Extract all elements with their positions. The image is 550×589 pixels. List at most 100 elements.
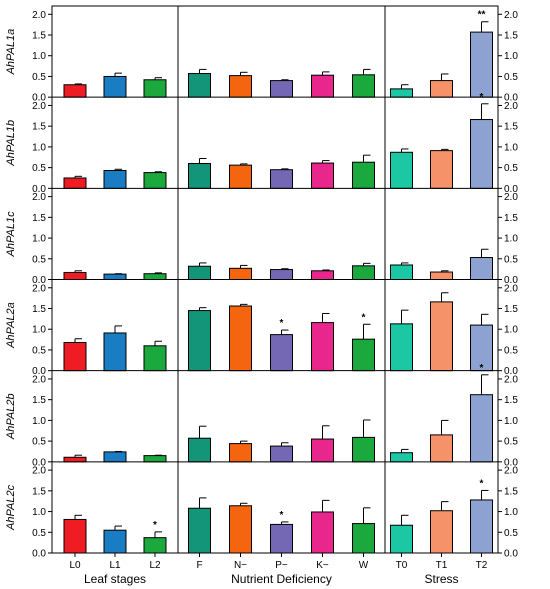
y-tick-label-left: 1.0 bbox=[32, 416, 46, 427]
y-tick-label-left: 1.5 bbox=[32, 122, 46, 133]
y-axis-label-ahpal2a: AhPAL2a bbox=[5, 302, 17, 349]
bar-ahpal1c-f bbox=[188, 265, 211, 280]
bar-ahpal1c-t0 bbox=[390, 264, 413, 281]
significance-mark: * bbox=[280, 318, 284, 329]
y-tick-label-right: 1.5 bbox=[504, 486, 518, 497]
y-tick-label-left: 0.5 bbox=[32, 345, 46, 356]
bar-ahpal2a-n bbox=[229, 305, 252, 372]
y-tick-label-left: 0.0 bbox=[32, 275, 46, 286]
y-tick-label-right: 2.0 bbox=[504, 466, 518, 477]
y-tick-label-right: 2.0 bbox=[504, 283, 518, 294]
y-tick-label-left: 2.0 bbox=[32, 466, 46, 477]
bar-ahpal2a-l2 bbox=[143, 345, 167, 372]
bar-ahpal1a-l2 bbox=[143, 79, 167, 98]
bar-ahpal2a-f bbox=[188, 310, 211, 372]
bar-ahpal2a-p bbox=[270, 334, 293, 372]
y-tick-label-left: 1.0 bbox=[32, 51, 46, 62]
bar-ahpal1c-t2 bbox=[470, 257, 493, 280]
bar-ahpal1c-l0 bbox=[63, 271, 87, 280]
bar-ahpal1a-t0 bbox=[390, 88, 413, 98]
y-tick-label-right: 0.5 bbox=[504, 163, 518, 174]
group-label-nutrient-deficiency: Nutrient Deficiency bbox=[231, 572, 332, 586]
bar-ahpal1c-t1 bbox=[430, 271, 453, 281]
y-tick-label-right: 0.5 bbox=[504, 345, 518, 356]
y-axis-label-ahpal2c: AhPAL2c bbox=[5, 484, 17, 531]
y-tick-label-right: 1.0 bbox=[504, 51, 518, 62]
bar-ahpal1a-k bbox=[311, 74, 334, 98]
y-tick-label-left: 1.0 bbox=[32, 325, 46, 336]
y-tick-label-left: 0.5 bbox=[32, 437, 46, 448]
bar-ahpal1a-n bbox=[229, 75, 252, 98]
y-tick-label-right: 1.0 bbox=[504, 507, 518, 518]
x-tick-label-l1: L1 bbox=[109, 560, 121, 571]
bar-ahpal1b-w bbox=[352, 161, 375, 189]
bar-ahpal2c-t1 bbox=[430, 510, 453, 554]
x-tick-label-f: F bbox=[196, 560, 202, 571]
y-tick-label-right: 1.0 bbox=[504, 142, 518, 153]
y-tick-label-right: 0.0 bbox=[504, 275, 518, 286]
y-tick-label-left: 0.0 bbox=[32, 366, 46, 377]
bar-ahpal1a-t1 bbox=[430, 80, 453, 98]
x-tick-label-t1: T1 bbox=[436, 560, 448, 571]
bar-ahpal2c-n bbox=[229, 505, 252, 554]
bar-ahpal2b-w bbox=[352, 436, 375, 463]
y-tick-label-left: 2.0 bbox=[32, 101, 46, 112]
bar-ahpal1b-l0 bbox=[63, 177, 87, 189]
significance-mark: * bbox=[480, 363, 484, 374]
y-tick-label-left: 1.0 bbox=[32, 507, 46, 518]
bar-ahpal2a-l1 bbox=[103, 332, 127, 372]
bar-ahpal2c-k bbox=[311, 511, 334, 554]
significance-mark: * bbox=[280, 510, 284, 521]
y-tick-label-right: 1.0 bbox=[504, 234, 518, 245]
significance-mark: * bbox=[362, 312, 366, 323]
y-tick-label-right: 2.0 bbox=[504, 192, 518, 203]
bar-ahpal2a-t1 bbox=[430, 301, 453, 372]
y-tick-label-left: 1.5 bbox=[32, 213, 46, 224]
y-tick-label-left: 1.0 bbox=[32, 234, 46, 245]
y-tick-label-right: 0.0 bbox=[504, 366, 518, 377]
y-tick-label-left: 1.5 bbox=[32, 486, 46, 497]
y-tick-label-right: 1.0 bbox=[504, 325, 518, 336]
y-tick-label-right: 0.5 bbox=[504, 72, 518, 83]
bar-ahpal2b-t0 bbox=[390, 452, 413, 463]
y-axis-label-ahpal1a: AhPAL1a bbox=[5, 29, 17, 76]
bar-ahpal2c-t0 bbox=[390, 524, 413, 554]
x-tick-label-p: P− bbox=[275, 560, 288, 571]
x-tick-label-w: W bbox=[359, 560, 369, 571]
y-tick-label-right: 2.0 bbox=[504, 10, 518, 21]
bar-ahpal2c-l2 bbox=[143, 537, 167, 554]
bar-ahpal1b-l1 bbox=[103, 170, 127, 189]
bar-ahpal2b-t1 bbox=[430, 434, 453, 463]
bar-ahpal1c-p bbox=[270, 269, 293, 280]
bar-ahpal1b-k bbox=[311, 162, 334, 189]
y-tick-label-left: 2.0 bbox=[32, 192, 46, 203]
bar-ahpal1a-f bbox=[188, 73, 211, 98]
y-axis-label-ahpal1c: AhPAL1c bbox=[5, 211, 17, 258]
bar-ahpal1c-l2 bbox=[143, 273, 167, 281]
y-tick-label-left: 0.0 bbox=[32, 184, 46, 195]
bar-ahpal2c-f bbox=[188, 507, 211, 554]
y-tick-label-left: 2.0 bbox=[32, 283, 46, 294]
y-axis-label-ahpal2b: AhPAL2b bbox=[5, 393, 17, 440]
x-tick-label-l0: L0 bbox=[69, 560, 81, 571]
y-tick-label-right: 1.0 bbox=[504, 416, 518, 427]
x-tick-label-k: K− bbox=[316, 560, 329, 571]
y-tick-label-right: 1.5 bbox=[504, 395, 518, 406]
bar-ahpal1a-l0 bbox=[63, 84, 87, 98]
bar-ahpal1c-w bbox=[352, 265, 375, 281]
y-tick-label-right: 1.5 bbox=[504, 213, 518, 224]
y-tick-label-right: 0.0 bbox=[504, 457, 518, 468]
y-tick-label-right: 0.0 bbox=[504, 184, 518, 195]
y-tick-label-right: 2.0 bbox=[504, 374, 518, 385]
bar-ahpal2a-t0 bbox=[390, 323, 413, 372]
y-tick-label-left: 1.5 bbox=[32, 31, 46, 42]
bar-ahpal2b-n bbox=[229, 443, 252, 463]
bar-ahpal1a-t2 bbox=[470, 31, 493, 98]
bar-ahpal2b-k bbox=[311, 438, 334, 463]
bar-ahpal2b-l0 bbox=[63, 456, 87, 463]
y-tick-label-left: 0.0 bbox=[32, 457, 46, 468]
bar-ahpal2c-l0 bbox=[63, 518, 87, 554]
y-tick-label-right: 0.0 bbox=[504, 93, 518, 104]
bar-ahpal2b-f bbox=[188, 437, 211, 463]
